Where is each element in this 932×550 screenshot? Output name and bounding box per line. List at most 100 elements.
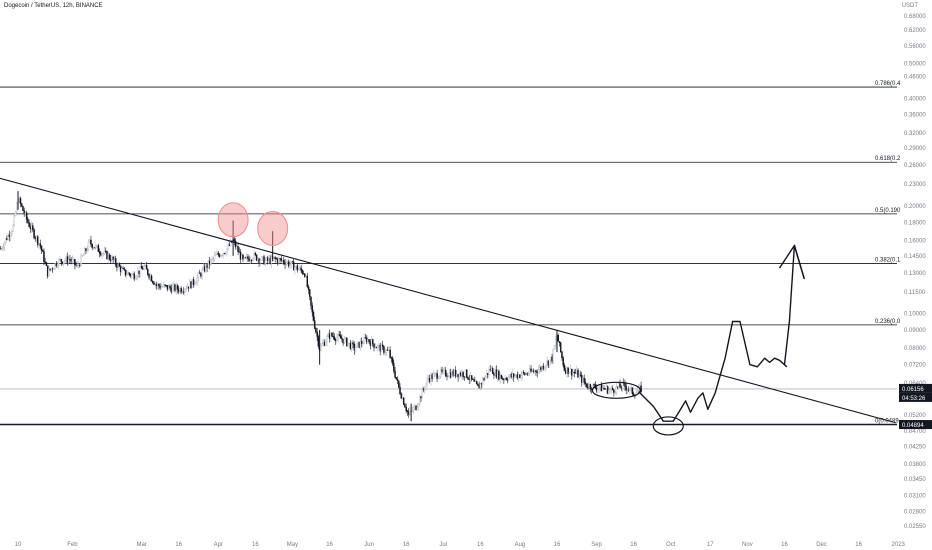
candle-body bbox=[415, 405, 417, 410]
current-price-box bbox=[899, 383, 932, 393]
candle-body bbox=[398, 380, 400, 388]
candle-body bbox=[33, 229, 35, 238]
candle-body bbox=[228, 244, 231, 246]
candle-body bbox=[11, 231, 13, 235]
candle-body bbox=[222, 252, 224, 256]
candle-body bbox=[598, 387, 600, 389]
candle-body bbox=[550, 356, 552, 360]
candle-body bbox=[19, 198, 22, 204]
y-tick-label: 0.68000 bbox=[904, 14, 926, 20]
candle-body bbox=[475, 381, 478, 385]
candle-body bbox=[60, 259, 63, 262]
x-tick-label: 16 bbox=[403, 542, 410, 548]
candle-body bbox=[566, 367, 568, 374]
candle-body bbox=[334, 339, 337, 341]
candle-body bbox=[462, 372, 464, 377]
candle-body bbox=[376, 345, 379, 349]
candle-body bbox=[474, 381, 477, 383]
candle-body bbox=[0, 248, 2, 250]
y-tick-label: 0.40000 bbox=[904, 96, 926, 102]
x-tick-label: 16 bbox=[326, 542, 333, 548]
projection-path bbox=[638, 320, 788, 422]
level-price-label: 0.04894 bbox=[902, 423, 924, 429]
candle-body bbox=[182, 291, 185, 293]
candle-body bbox=[194, 283, 196, 286]
fib-level-label: 0.786(0.4 bbox=[875, 81, 901, 87]
candle-body bbox=[627, 389, 630, 391]
candle-body bbox=[206, 264, 208, 268]
candle-body bbox=[521, 372, 524, 376]
fib-level-label: 0.618(0.2 bbox=[875, 156, 901, 162]
candle-body bbox=[32, 225, 34, 230]
candle-body bbox=[500, 374, 503, 379]
candle-body bbox=[236, 246, 238, 248]
candle-body bbox=[116, 264, 118, 268]
candle-body bbox=[610, 387, 613, 390]
candle-body bbox=[333, 336, 336, 340]
candle-body bbox=[548, 359, 551, 366]
y-tick-label: 0.03450 bbox=[904, 477, 926, 483]
candle-body bbox=[84, 248, 86, 255]
candle-body bbox=[242, 254, 244, 260]
candle-body bbox=[284, 262, 286, 265]
candle-body bbox=[8, 234, 11, 237]
candle-body bbox=[393, 363, 395, 372]
candle-body bbox=[426, 378, 428, 385]
candle-body bbox=[169, 285, 171, 289]
candle-body bbox=[360, 341, 363, 344]
candle-body bbox=[372, 339, 374, 344]
candle-body bbox=[501, 378, 504, 380]
candle-body bbox=[365, 337, 368, 342]
candle-body bbox=[436, 373, 438, 379]
candle-body bbox=[202, 266, 205, 270]
candle-body bbox=[369, 341, 372, 346]
candle-body bbox=[512, 373, 515, 378]
candle-body bbox=[258, 258, 260, 263]
candle-body bbox=[498, 370, 500, 380]
candle-body bbox=[311, 305, 313, 313]
candle-body bbox=[69, 259, 71, 261]
candle-body bbox=[273, 257, 275, 259]
candle-body bbox=[631, 387, 634, 395]
candle-body bbox=[132, 273, 134, 275]
candle-body bbox=[328, 333, 331, 339]
candle-body bbox=[253, 253, 255, 260]
candle-body bbox=[468, 378, 470, 380]
candle-body bbox=[327, 333, 330, 337]
candle-body bbox=[391, 357, 394, 364]
candle-body bbox=[88, 239, 91, 243]
fib-level-label: 0.236(0.0 bbox=[875, 319, 901, 325]
y-tick-label: 0.20000 bbox=[904, 204, 926, 210]
candle-body bbox=[163, 284, 165, 287]
candle-body bbox=[152, 280, 154, 283]
candle-body bbox=[488, 369, 490, 375]
candle-body bbox=[336, 337, 338, 341]
candle-body bbox=[527, 373, 530, 375]
candle-body bbox=[46, 265, 49, 277]
candle-body bbox=[285, 262, 288, 265]
candle-body bbox=[34, 237, 37, 239]
y-tick-label: 0.10000 bbox=[904, 312, 926, 318]
candle-body bbox=[485, 373, 488, 377]
candle-body bbox=[279, 258, 281, 260]
candle-body bbox=[385, 349, 388, 353]
candle-body bbox=[378, 344, 380, 346]
candle-body bbox=[150, 275, 153, 282]
candle-body bbox=[359, 341, 362, 348]
countdown-label: 04:53:26 bbox=[902, 396, 926, 402]
candle-body bbox=[101, 253, 103, 256]
candle-body bbox=[61, 261, 64, 264]
candle-body bbox=[109, 258, 112, 262]
candle-body bbox=[295, 265, 297, 268]
candle-body bbox=[601, 388, 604, 392]
candle-body bbox=[100, 253, 102, 256]
candle-body bbox=[491, 368, 494, 375]
candle-body bbox=[186, 286, 189, 289]
candle-body bbox=[255, 254, 258, 261]
candle-body bbox=[506, 379, 509, 381]
candle-body bbox=[447, 376, 449, 378]
candle-body bbox=[237, 246, 239, 252]
candle-body bbox=[399, 386, 401, 394]
